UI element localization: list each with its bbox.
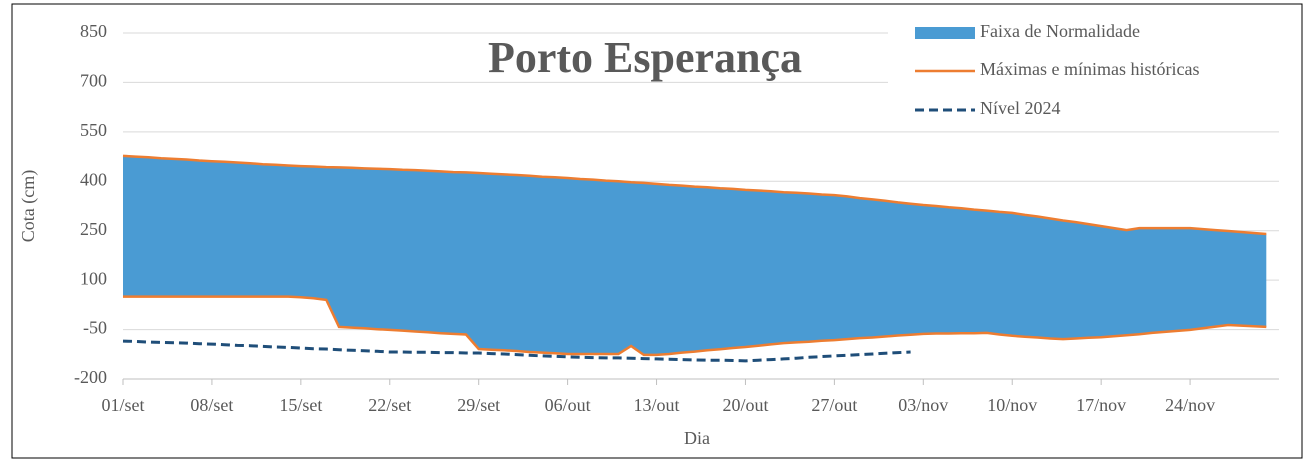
y-tick-label: -200 xyxy=(74,367,107,387)
y-tick-label: 550 xyxy=(80,120,107,140)
historic-min-line xyxy=(123,295,1267,357)
y-tick-label: 700 xyxy=(80,71,107,91)
legend-label: Máximas e mínimas históricas xyxy=(980,59,1199,79)
x-axis-label: Dia xyxy=(684,428,710,448)
x-tick-label: 27/out xyxy=(811,395,857,415)
x-tick-label: 01/set xyxy=(102,395,145,415)
y-axis-label: Cota (cm) xyxy=(18,170,39,242)
x-tick-label: 03/nov xyxy=(898,395,948,415)
chart-title: Porto Esperança xyxy=(488,33,802,82)
x-tick-label: 29/set xyxy=(457,395,500,415)
legend-label: Nível 2024 xyxy=(980,98,1061,118)
level-2024-line xyxy=(122,339,911,363)
x-tick-label: 22/set xyxy=(368,395,411,415)
legend-swatch xyxy=(915,27,975,39)
historic-max-line xyxy=(122,154,1267,236)
legend-label: Faixa de Normalidade xyxy=(980,21,1140,41)
x-tick-label: 24/nov xyxy=(1165,395,1215,415)
y-tick-label: -50 xyxy=(83,318,107,338)
x-tick-label: 17/nov xyxy=(1076,395,1126,415)
y-tick-label: 250 xyxy=(80,219,107,239)
x-tick-label: 06/out xyxy=(545,395,591,415)
x-tick-label: 08/set xyxy=(190,395,233,415)
x-tick-label: 10/nov xyxy=(987,395,1037,415)
y-tick-label: 850 xyxy=(80,21,107,41)
normal-band xyxy=(123,155,1267,355)
x-tick-label: 15/set xyxy=(279,395,322,415)
x-tick-label: 13/out xyxy=(634,395,680,415)
y-tick-label: 100 xyxy=(80,268,107,288)
x-tick-label: 20/out xyxy=(722,395,768,415)
y-tick-label: 400 xyxy=(80,169,107,189)
